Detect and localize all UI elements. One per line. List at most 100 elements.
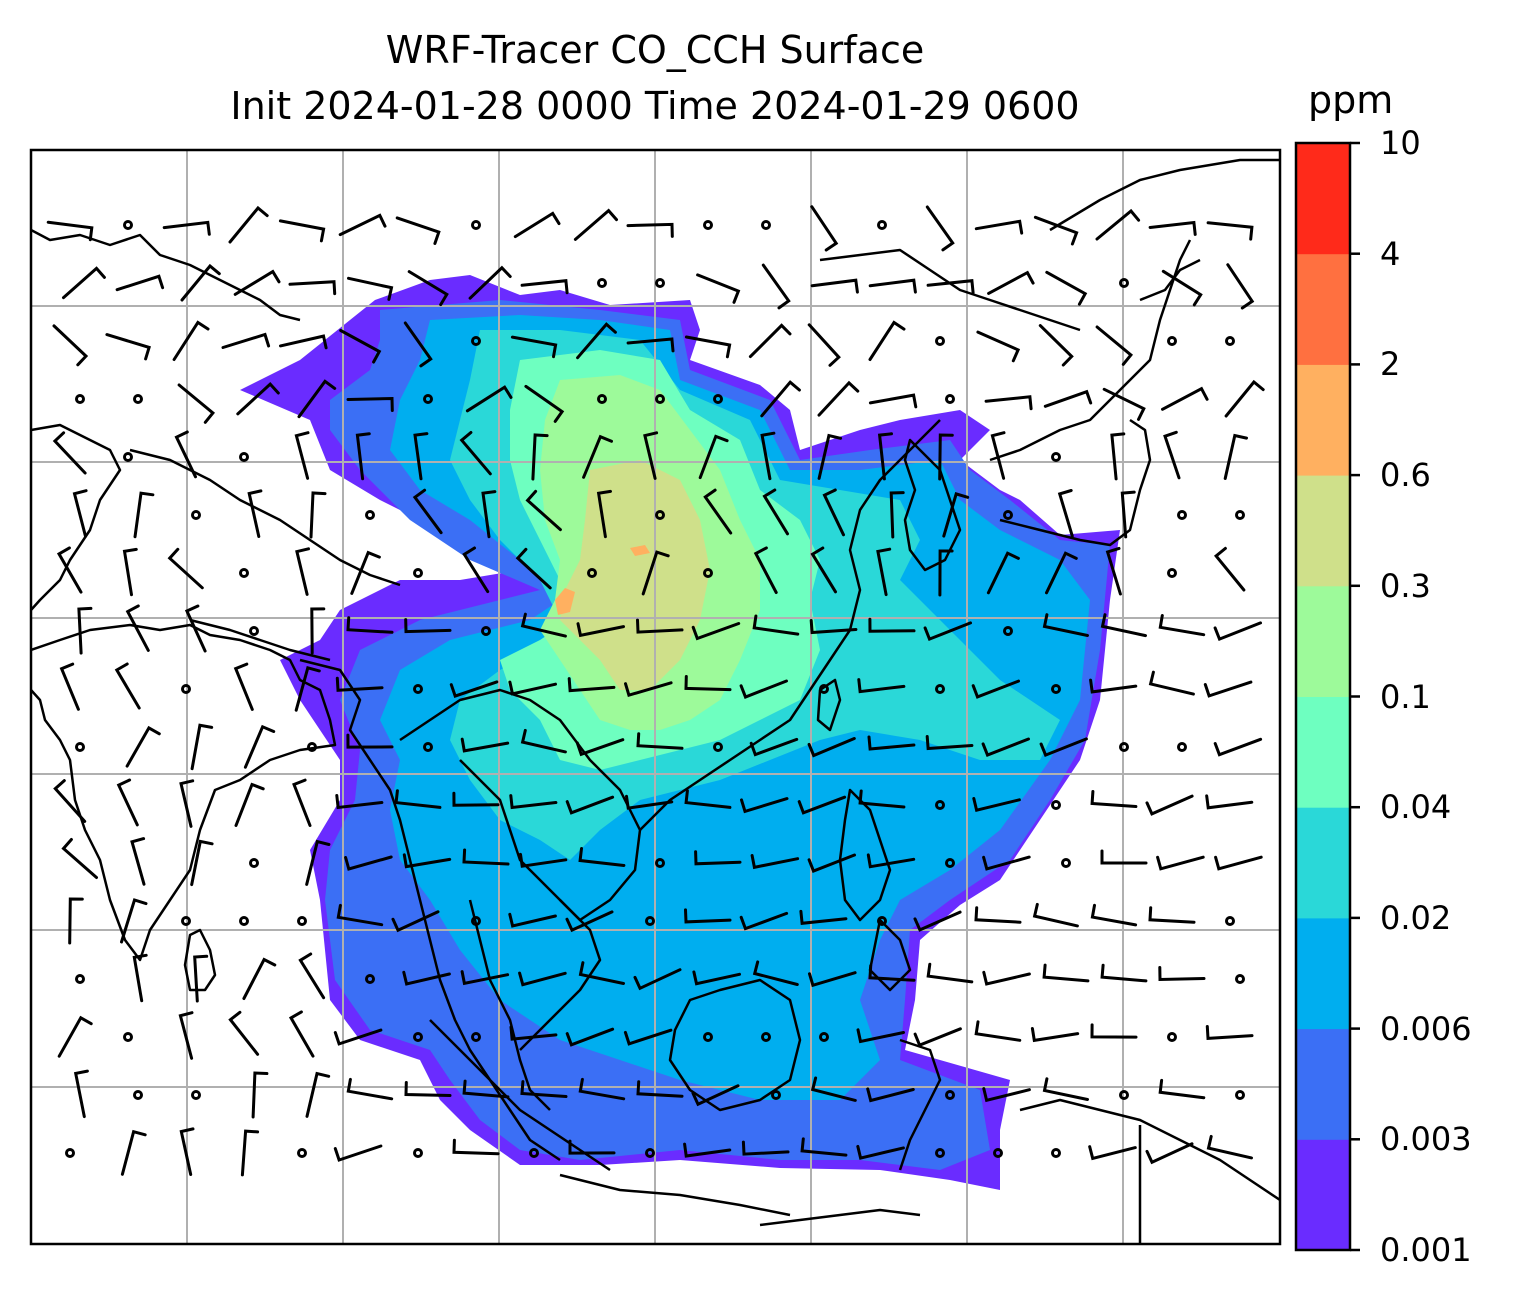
calm-wind-marker xyxy=(365,974,375,984)
wind-barb xyxy=(413,432,429,481)
wind-barb xyxy=(636,732,684,750)
wind-barb xyxy=(1102,387,1146,421)
wind-barb xyxy=(52,431,87,475)
wind-barb xyxy=(971,679,1020,699)
wind-barb xyxy=(1213,621,1262,642)
wind-barb xyxy=(578,961,625,985)
wind-barb xyxy=(68,897,84,945)
wind-barb xyxy=(913,910,962,932)
wind-barb xyxy=(857,678,906,694)
calm-wind-marker xyxy=(1003,510,1013,520)
calm-wind-marker xyxy=(413,684,423,694)
map-frame xyxy=(29,148,1282,1246)
wind-barb xyxy=(925,205,955,252)
wind-barb xyxy=(346,616,394,634)
wind-barb xyxy=(1148,906,1196,924)
wind-barb xyxy=(1045,270,1088,306)
calm-wind-marker xyxy=(587,568,597,578)
wind-barb xyxy=(1120,490,1136,539)
wind-barb xyxy=(1203,680,1253,698)
colorbar-tick-label: 0.6 xyxy=(1380,456,1431,495)
wind-barb xyxy=(636,618,684,634)
wind-barb xyxy=(1100,849,1148,865)
calm-wind-marker xyxy=(703,568,713,578)
wind-barb xyxy=(858,789,906,809)
wind-barb xyxy=(809,619,858,635)
wind-barb xyxy=(1042,963,1090,983)
wind-barb xyxy=(761,263,791,310)
wind-barb xyxy=(938,433,954,481)
wind-barb xyxy=(236,381,280,416)
wind-barb xyxy=(1089,678,1138,694)
wind-barb xyxy=(243,724,276,769)
wind-barb xyxy=(346,733,394,749)
calm-wind-marker xyxy=(1051,452,1061,462)
wind-barb xyxy=(402,853,452,869)
wind-barb xyxy=(926,279,975,295)
wind-barb xyxy=(310,607,326,655)
wind-barb xyxy=(520,728,567,754)
wind-barb xyxy=(1100,613,1147,638)
calm-wind-marker xyxy=(413,568,423,578)
wind-barb xyxy=(338,213,387,237)
wind-barb xyxy=(691,1084,740,1107)
wind-barb xyxy=(61,838,98,879)
calm-wind-marker xyxy=(993,1148,1003,1158)
calm-wind-marker xyxy=(771,1090,781,1100)
wind-barb xyxy=(1161,269,1203,307)
colorbar xyxy=(1294,141,1360,1252)
wind-barb xyxy=(582,434,613,479)
calm-wind-marker xyxy=(1119,278,1129,288)
calm-wind-marker xyxy=(935,1148,945,1158)
calm-wind-marker xyxy=(655,394,665,404)
wind-barb xyxy=(1042,613,1089,637)
calm-wind-marker xyxy=(761,1032,771,1042)
wind-barb xyxy=(691,622,741,641)
wind-barb xyxy=(125,604,150,652)
wind-barb xyxy=(974,1020,1022,1042)
wind-barb xyxy=(762,488,789,536)
calm-wind-marker xyxy=(75,974,85,984)
wind-barb xyxy=(294,431,310,480)
wind-barb xyxy=(596,489,612,539)
wind-barb xyxy=(739,679,788,699)
wind-barbs xyxy=(46,205,1265,1177)
colorbar-tick-label: 10 xyxy=(1380,124,1421,162)
wind-barb xyxy=(1110,432,1126,481)
wind-barb xyxy=(462,1079,510,1099)
wind-barb xyxy=(624,681,673,698)
wind-barb xyxy=(807,737,856,758)
calm-wind-marker xyxy=(471,916,481,926)
wind-barb xyxy=(868,617,916,633)
calm-wind-marker xyxy=(819,684,829,694)
wind-barb xyxy=(240,1129,260,1177)
wind-barb xyxy=(1090,903,1138,927)
wind-barb xyxy=(513,211,561,239)
calm-wind-marker xyxy=(75,394,85,404)
wind-barb xyxy=(1039,737,1088,758)
colorbar-segment xyxy=(1296,1139,1350,1251)
calm-wind-marker xyxy=(423,742,433,752)
wind-barb xyxy=(1223,433,1248,480)
contour-0.6b xyxy=(630,545,650,556)
wind-barb xyxy=(305,839,331,886)
calm-wind-marker xyxy=(1167,336,1177,346)
wind-barb xyxy=(394,789,442,809)
calm-wind-marker xyxy=(239,452,249,462)
calm-wind-marker xyxy=(65,1148,75,1158)
wind-barb xyxy=(228,1010,260,1056)
wind-barb xyxy=(568,1139,616,1155)
wind-barb xyxy=(913,1027,962,1048)
wind-barb xyxy=(395,216,441,245)
calm-wind-marker xyxy=(133,394,143,404)
wind-barb xyxy=(519,852,568,868)
wind-barb xyxy=(1043,389,1093,408)
calm-wind-marker xyxy=(1051,684,1061,694)
calm-wind-marker xyxy=(471,220,481,230)
wind-barb xyxy=(576,322,617,360)
calm-wind-marker xyxy=(1051,1148,1061,1158)
wind-barb xyxy=(449,680,499,699)
calm-wind-marker xyxy=(191,1090,201,1100)
calm-wind-marker xyxy=(1177,742,1187,752)
wind-barb xyxy=(247,489,263,538)
